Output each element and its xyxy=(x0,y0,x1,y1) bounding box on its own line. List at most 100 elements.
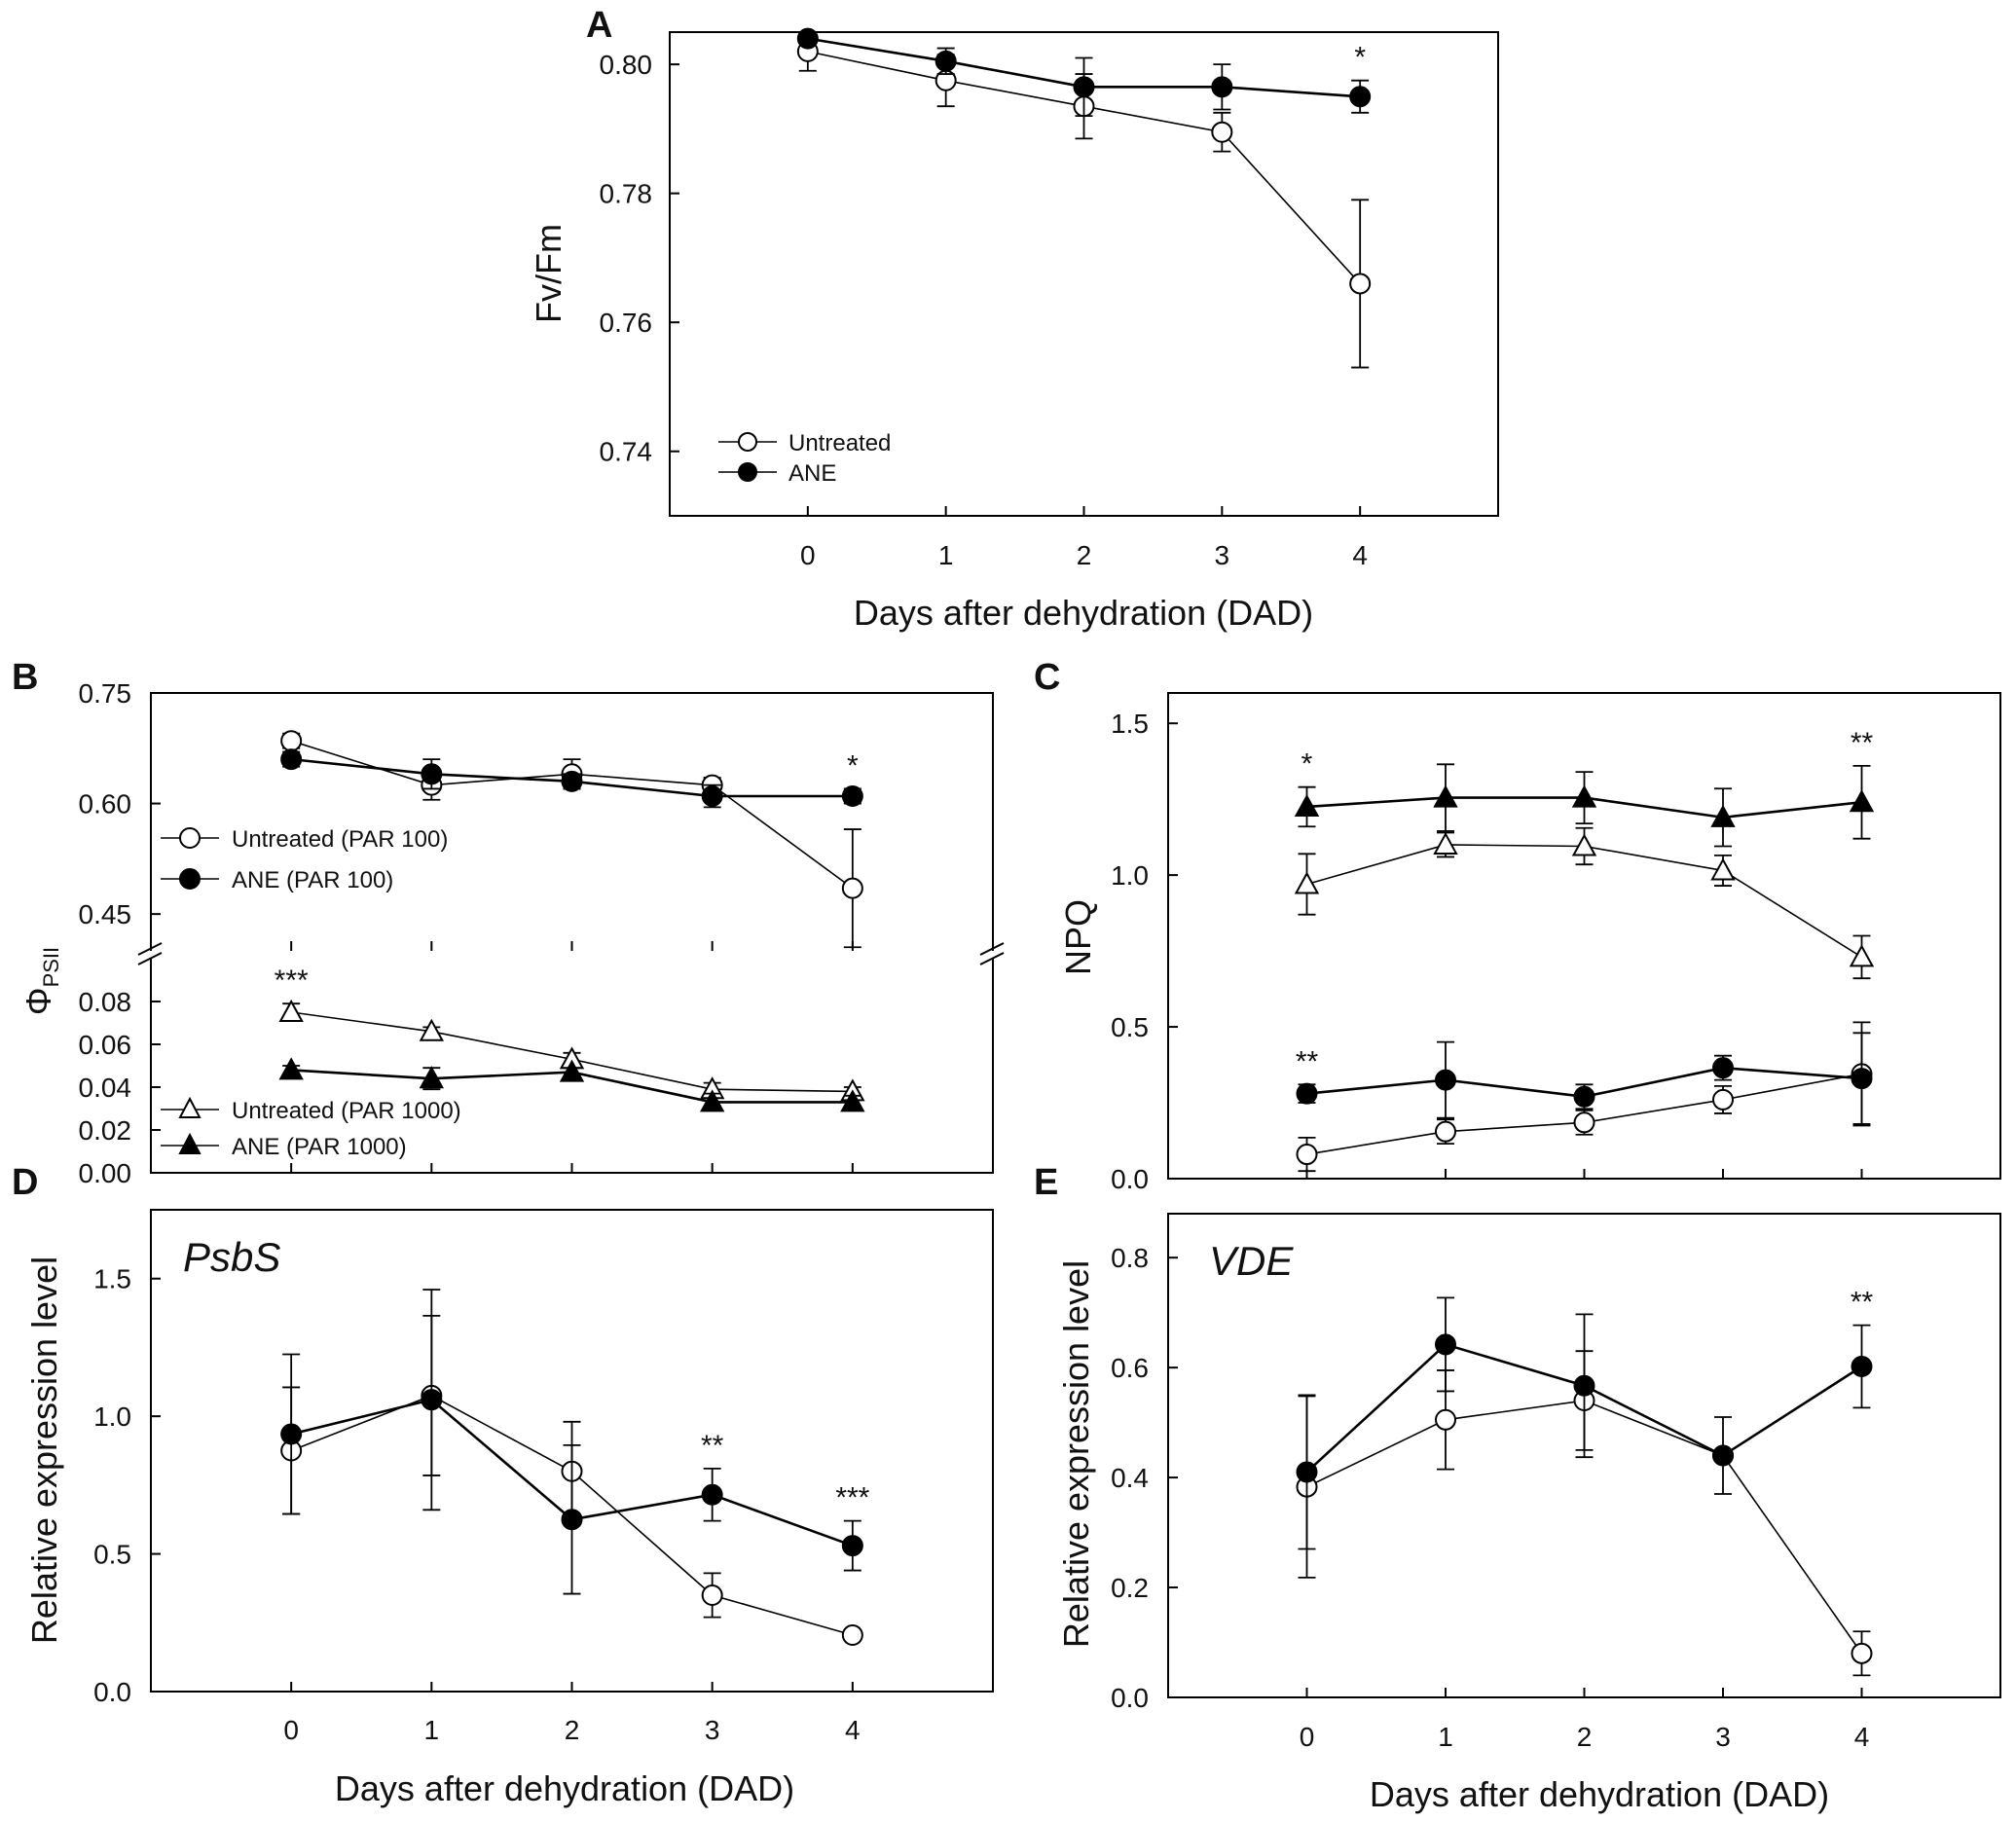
x-tick-label: 4 xyxy=(845,1715,861,1745)
legend-label-untreated-par100: Untreated (PAR 100) xyxy=(232,826,448,853)
data-point xyxy=(1296,1082,1318,1105)
x-tick-label: 2 xyxy=(565,1715,580,1745)
data-point xyxy=(840,1089,865,1112)
data-point xyxy=(1573,1111,1595,1134)
panel-label-c: C xyxy=(1034,657,1060,698)
y-tick-label: 0.08 xyxy=(79,987,132,1017)
legend-marker-ane-par1000 xyxy=(178,1132,202,1154)
data-point xyxy=(419,1018,445,1041)
y-axis-label: Relative expression level xyxy=(24,1256,64,1644)
data-point xyxy=(1710,804,1736,827)
data-point xyxy=(841,1624,863,1647)
gene-label: VDE xyxy=(1209,1238,1294,1284)
data-point xyxy=(1433,831,1458,855)
legend-label-ane-par100: ANE (PAR 100) xyxy=(232,867,393,893)
y-tick-label: 0.06 xyxy=(79,1030,132,1060)
data-point xyxy=(561,770,583,792)
y-tick-label: 0.74 xyxy=(600,437,653,467)
legend-marker-untreated-par1000 xyxy=(178,1096,202,1118)
x-tick-label: 3 xyxy=(1715,1722,1731,1752)
y-tick-label: 0.6 xyxy=(1111,1353,1149,1383)
data-point xyxy=(701,1483,723,1506)
x-tick-label: 3 xyxy=(705,1715,720,1745)
data-point xyxy=(796,27,819,50)
y-tick-label: 1.5 xyxy=(93,1264,131,1294)
panel-a: Fv/Fm Days after dehydration (DAD) Untre… xyxy=(529,27,1499,633)
significance-marker: * xyxy=(847,749,859,782)
y-tick-label: 0.5 xyxy=(93,1540,131,1570)
significance-marker: *** xyxy=(835,1482,869,1514)
significance-marker: ** xyxy=(701,1430,724,1462)
data-point xyxy=(419,1066,445,1089)
data-point xyxy=(559,1059,585,1082)
x-tick-label: 0 xyxy=(283,1715,299,1745)
data-point xyxy=(1435,1120,1456,1143)
y-tick-label: 1.0 xyxy=(93,1402,131,1432)
plot-b-lower: 0.00 0.02 0.04 0.06 0.08 *** xyxy=(79,965,865,1188)
plot-a: 0.74 0.76 0.78 0.80 0 1 2 3 4 * xyxy=(600,27,1372,570)
y-axis-label: Relative expression level xyxy=(1056,1260,1096,1648)
data-point xyxy=(1296,1461,1318,1483)
axis-break-left xyxy=(137,942,163,965)
data-point xyxy=(1435,1333,1456,1356)
x-tick-label: 4 xyxy=(1352,540,1368,570)
panel-e: VDE Relative expression level Days after… xyxy=(1056,1213,2001,1814)
data-point xyxy=(1712,1057,1734,1079)
data-point xyxy=(1349,273,1372,295)
data-point xyxy=(1294,871,1320,894)
series-ane-par-100 xyxy=(1296,1032,1873,1125)
gene-label: PsbS xyxy=(183,1234,280,1280)
legend-top: Untreated (PAR 100) ANE (PAR 100) xyxy=(161,826,448,893)
series-ane xyxy=(796,27,1372,118)
y-tick-label: 1.5 xyxy=(1111,709,1149,739)
y-tick-label: 0.76 xyxy=(600,308,653,338)
legend-label-untreated: Untreated xyxy=(788,430,891,456)
data-point xyxy=(1073,76,1095,98)
data-point xyxy=(701,785,723,807)
series-untreated-par-1000 xyxy=(278,999,865,1102)
series-ane-par-1000 xyxy=(278,1057,865,1112)
data-point xyxy=(701,1584,723,1606)
data-point xyxy=(1294,793,1320,817)
y-axis-label: Fv/Fm xyxy=(529,224,568,323)
axis-break-right xyxy=(979,942,1005,965)
panel-c: NPQ 0.00.51.01.5***** xyxy=(1058,692,2001,1194)
significance-marker: ** xyxy=(1851,727,1874,759)
y-tick-label: 0.00 xyxy=(79,1158,132,1188)
significance-marker: *** xyxy=(275,965,309,997)
y-tick-label: 0.02 xyxy=(79,1115,132,1146)
panel-label-b: B xyxy=(12,657,38,698)
plot-d: 0.00.51.01.50 1 2 3 4***** xyxy=(93,1264,870,1745)
y-tick-label: 0.04 xyxy=(79,1073,132,1103)
significance-marker: ** xyxy=(1296,1045,1319,1077)
significance-marker: * xyxy=(1354,42,1366,74)
legend-marker-ane-par100 xyxy=(179,868,201,890)
panel-b: ΦPSII Untreated (PAR 100) ANE (PAR 100) … xyxy=(18,678,1005,1188)
y-tick-label: 0.2 xyxy=(1111,1573,1149,1603)
data-point xyxy=(278,1057,304,1080)
x-tick-label: 2 xyxy=(1577,1722,1593,1752)
series-untreated-par-1000 xyxy=(1294,826,1875,980)
x-tick-label: 0 xyxy=(800,540,816,570)
y-tick-label: 0.78 xyxy=(600,179,653,209)
data-point xyxy=(841,877,863,899)
plot-b-upper: 0.45 0.60 0.75 * xyxy=(79,678,863,951)
legend-label-ane: ANE xyxy=(788,460,836,487)
significance-marker: ** xyxy=(1851,1287,1874,1319)
legend-bottom: Untreated (PAR 1000) ANE (PAR 1000) xyxy=(161,1096,461,1160)
data-point xyxy=(278,999,304,1022)
y-tick-label: 0.80 xyxy=(600,50,653,80)
data-point xyxy=(1296,1144,1318,1166)
x-tick-label: 2 xyxy=(1077,540,1092,570)
x-axis-label: Days after dehydration (DAD) xyxy=(854,593,1313,633)
data-point xyxy=(841,1535,863,1557)
y-axis-label: ΦPSII xyxy=(18,947,63,1015)
significance-marker: * xyxy=(1301,748,1313,781)
y-tick-label: 0.0 xyxy=(1111,1164,1149,1194)
data-point xyxy=(1571,833,1597,856)
y-tick-label: 0.0 xyxy=(93,1677,131,1707)
data-point xyxy=(1849,944,1875,967)
legend: Untreated ANE xyxy=(718,430,891,487)
data-point xyxy=(1712,1444,1734,1467)
